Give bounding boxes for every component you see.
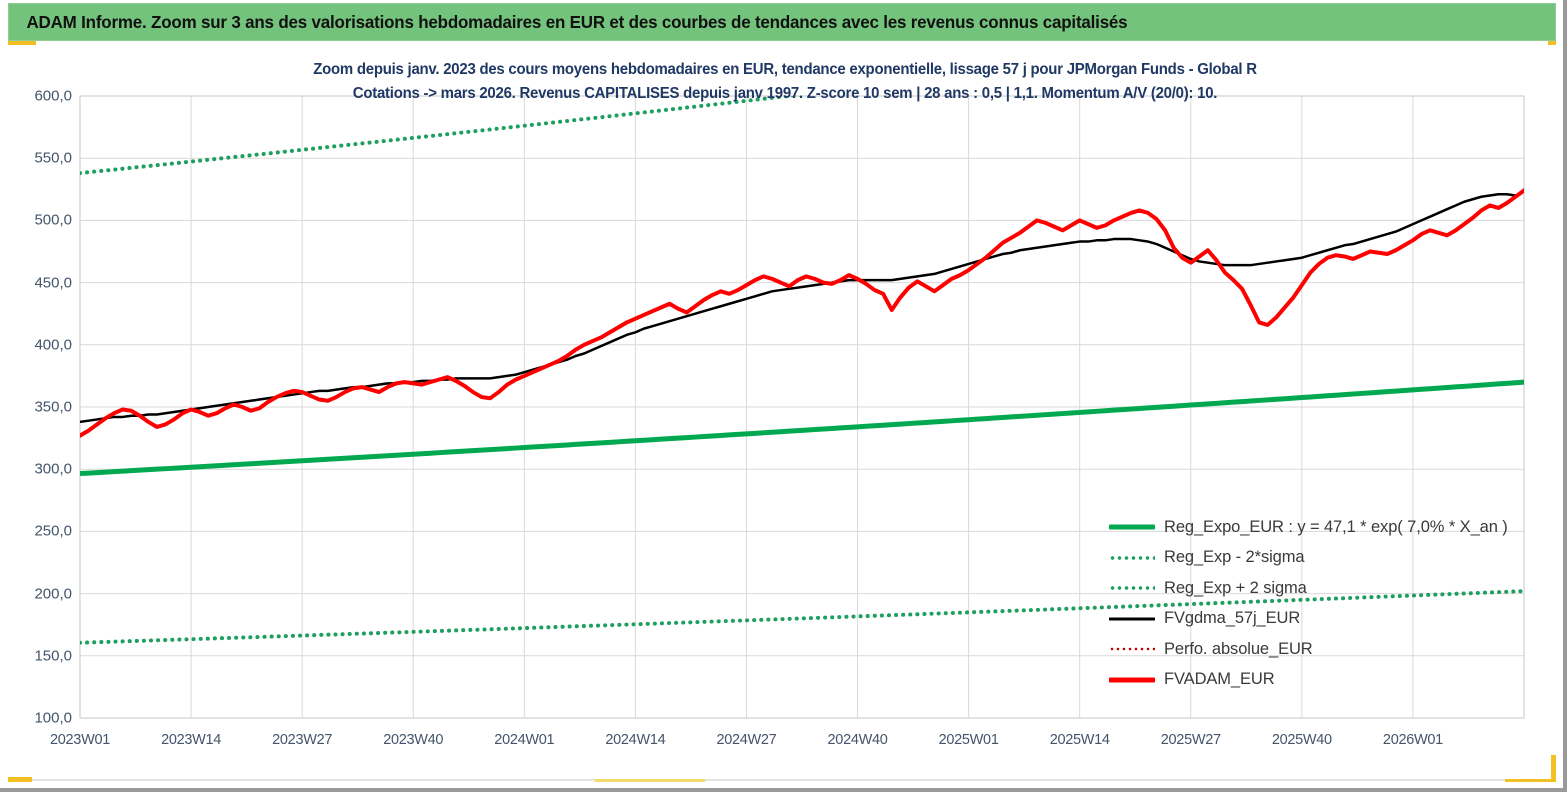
- chart-legend: Reg_Expo_EUR : y = 47,1 * exp( 7,0% * X_…: [1108, 512, 1528, 695]
- x-axis-tick-label: 2023W01: [50, 732, 110, 748]
- page-title: ADAM Informe. Zoom sur 3 ans des valoris…: [26, 11, 1128, 32]
- y-axis-tick-label: 200,0: [34, 585, 72, 603]
- x-axis-tick-label: 2024W14: [605, 732, 666, 748]
- footer-accent-right-vertical: [1551, 755, 1556, 782]
- y-axis-tick-label: 600,0: [34, 87, 72, 105]
- footer-accent-left: [8, 777, 32, 782]
- y-axis-labels: 100,0 150,0 200,0 250,0 300,0 350,0 400,0 450,0…: [0, 0, 72, 792]
- chart-title-line-1: Zoom depuis janv. 2023 des cours moyens …: [313, 61, 1257, 78]
- x-axis-tick-label: 2023W40: [383, 732, 444, 748]
- x-axis-tick-label: 2025W27: [1160, 732, 1221, 748]
- window-edge-bottom: [0, 788, 1567, 792]
- y-axis-tick-label: 400,0: [34, 336, 72, 354]
- legend-swatch-icon: [1108, 642, 1156, 656]
- legend-swatch-icon: [1108, 581, 1156, 595]
- legend-swatch-icon: [1108, 520, 1156, 534]
- legend-item-label: FVADAM_EUR: [1164, 670, 1275, 689]
- chart-area: [0, 46, 1567, 792]
- y-axis-tick-label: 300,0: [34, 460, 72, 478]
- window-edge-right: [1563, 0, 1567, 792]
- x-axis-tick-label: 2025W14: [1049, 732, 1110, 748]
- y-axis-tick-label: 500,0: [34, 211, 72, 229]
- x-axis-tick-label: 2024W01: [494, 732, 555, 748]
- legend-item-label: Reg_Exp - 2*sigma: [1164, 548, 1305, 567]
- header-accent-right: [1548, 41, 1556, 45]
- chart-title: Zoom depuis janv. 2023 des cours moyens …: [120, 58, 1450, 105]
- chart-plot: [79, 95, 1525, 719]
- footer-accent-mid: [595, 779, 705, 782]
- x-axis-tick-label: 2024W40: [827, 732, 888, 748]
- legend-swatch-icon: [1108, 612, 1156, 626]
- legend-item[interactable]: FVADAM_EUR: [1108, 665, 1528, 696]
- y-axis-tick-label: 100,0: [34, 709, 72, 727]
- x-axis-tick-label: 2023W27: [272, 732, 333, 748]
- legend-item-label: Perfo. absolue_EUR: [1164, 639, 1313, 658]
- header-accent-left: [8, 41, 36, 45]
- legend-item[interactable]: Reg_Expo_EUR : y = 47,1 * exp( 7,0% * X_…: [1108, 512, 1528, 543]
- y-axis-tick-label: 550,0: [34, 149, 72, 167]
- x-axis-tick-label: 2024W27: [716, 732, 777, 748]
- footer-accent-right-horizontal: [1505, 779, 1555, 782]
- footer-rule: [8, 779, 1556, 781]
- legend-item-label: FVgdma_57j_EUR: [1164, 609, 1301, 628]
- x-axis-tick-label: 2026W01: [1382, 732, 1443, 748]
- x-axis-tick-label: 2025W40: [1271, 732, 1332, 748]
- legend-swatch-icon: [1108, 551, 1156, 565]
- y-axis-tick-label: 150,0: [34, 647, 72, 665]
- y-axis-tick-label: 350,0: [34, 398, 72, 416]
- legend-item[interactable]: Reg_Exp + 2 sigma: [1108, 573, 1528, 604]
- y-axis-tick-label: 250,0: [34, 522, 72, 540]
- y-axis-tick-label: 450,0: [34, 274, 72, 292]
- header-banner: ADAM Informe. Zoom sur 3 ans des valoris…: [8, 3, 1556, 41]
- legend-item-label: Reg_Expo_EUR : y = 47,1 * exp( 7,0% * X_…: [1164, 517, 1508, 536]
- legend-item[interactable]: Perfo. absolue_EUR: [1108, 634, 1528, 665]
- legend-item[interactable]: Reg_Exp - 2*sigma: [1108, 543, 1528, 574]
- chart-title-line-2: Cotations -> mars 2026. Revenus CAPITALI…: [352, 84, 1218, 102]
- x-axis-tick-label: 2025W01: [938, 732, 999, 748]
- legend-swatch-icon: [1108, 673, 1156, 687]
- x-axis-tick-label: 2023W14: [161, 732, 222, 748]
- legend-item[interactable]: FVgdma_57j_EUR: [1108, 604, 1528, 635]
- legend-item-label: Reg_Exp + 2 sigma: [1164, 578, 1307, 597]
